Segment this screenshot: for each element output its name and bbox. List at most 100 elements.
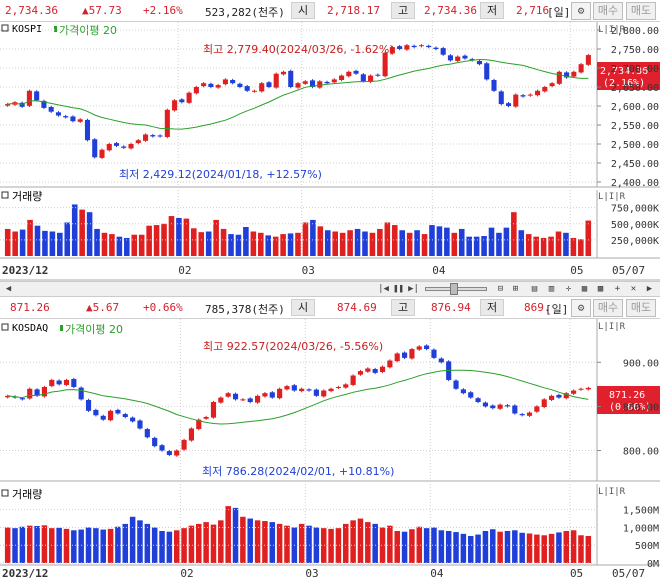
volume-bar: [473, 236, 480, 256]
price-tick-label: 2,400.00: [611, 178, 659, 189]
chart-icon[interactable]: ▩: [597, 284, 604, 294]
kosdaq-chart[interactable]: KOSDAQ 가격이평 20 L|I|R 최고 922.57(2024/03/2…: [0, 319, 660, 582]
candle-body: [78, 387, 84, 400]
price-tick-label: 2,550.00: [611, 121, 659, 132]
volume-tick-label: 1,000M: [623, 523, 659, 534]
timeline-scrollbar[interactable]: ◀ |◀ ❚❚ ▶| ⊟ ⊞ ▤ ▥ ✛ ▦ ▩ + ✕ ▶: [0, 281, 660, 297]
zoom-out-icon[interactable]: ⊟: [497, 284, 504, 294]
kosdaq-buy-button[interactable]: 매수: [593, 299, 623, 317]
scroll-start-icon[interactable]: |◀: [378, 284, 389, 294]
volume-bar: [228, 234, 234, 256]
price-tick-label: 850.00: [623, 402, 659, 413]
scroll-right-icon[interactable]: ▶: [646, 284, 653, 294]
candle-body: [438, 358, 444, 363]
kospi-settings-gear-icon[interactable]: ⚙: [571, 2, 591, 20]
kospi-chart[interactable]: KOSPI 가격이평 20 L|I|R 최고 2,779.40(2024/03/…: [0, 22, 660, 281]
volume-bar: [86, 212, 93, 256]
x-axis-label: 02: [180, 567, 193, 580]
volume-bar: [269, 522, 276, 563]
volume-bar: [137, 520, 143, 563]
volume-bar: [482, 531, 489, 563]
kosdaq-change-pct: +0.66%: [143, 301, 183, 314]
price-tick-label: 800.00: [623, 447, 659, 458]
candle-body: [402, 352, 408, 358]
candle-body: [409, 349, 415, 359]
kosdaq-volume-collapse-icon[interactable]: [1, 489, 9, 497]
kosdaq-volume-lir-toggle[interactable]: L|I|R: [598, 487, 626, 497]
kospi-collapse-icon[interactable]: [1, 24, 9, 32]
volume-bar: [313, 527, 320, 563]
kosdaq-sell-button[interactable]: 매도: [626, 299, 656, 317]
candle-body: [317, 81, 323, 88]
volume-bar: [247, 518, 253, 563]
candle-body: [5, 395, 11, 398]
candle-icon[interactable]: ▥: [548, 284, 555, 294]
volume-bar: [399, 230, 405, 256]
candle-body: [232, 393, 239, 400]
kosdaq-settings-gear-icon[interactable]: ⚙: [571, 299, 591, 317]
zoom-in-icon[interactable]: ⊞: [512, 284, 519, 294]
kosdaq-period[interactable]: [일]: [545, 303, 569, 316]
candle-body: [375, 74, 381, 76]
candle-body: [71, 379, 77, 387]
volume-bar: [540, 237, 547, 256]
zoom-slider-thumb[interactable]: [450, 283, 458, 295]
volume-bar: [78, 529, 84, 563]
volume-bar: [257, 232, 264, 256]
candle-body: [144, 429, 150, 438]
grid-icon[interactable]: ▦: [581, 284, 588, 294]
kosdaq-ma-label: 가격이평 20: [65, 323, 123, 336]
volume-bar: [401, 531, 408, 563]
play-pause-icon[interactable]: ❚❚: [393, 284, 404, 294]
volume-bar: [168, 216, 175, 256]
volume-bar: [129, 516, 136, 563]
candle-body: [365, 368, 371, 372]
kosdaq-low-label: 저: [480, 299, 505, 316]
volume-bar: [414, 230, 420, 256]
kospi-volume-collapse-icon[interactable]: [1, 191, 9, 199]
candle-body: [482, 402, 488, 407]
candle-body: [526, 412, 533, 416]
volume-bar: [12, 231, 18, 256]
kosdaq-collapse-icon[interactable]: [1, 323, 9, 331]
volume-bar: [101, 232, 108, 256]
crosshair-icon[interactable]: ✛: [565, 284, 572, 294]
volume-bar: [324, 230, 331, 256]
candle-body: [527, 94, 533, 96]
candle-body: [424, 345, 430, 350]
candle-body: [321, 390, 327, 397]
candle-body: [266, 82, 272, 87]
chart-type-icon[interactable]: ▤: [531, 284, 538, 294]
volume-bar: [235, 234, 242, 256]
volume-bar: [497, 531, 503, 563]
x-axis-label: 04: [430, 567, 444, 580]
kospi-buy-button[interactable]: 매수: [593, 2, 623, 20]
candle-body: [497, 404, 503, 409]
kosdaq-ma-legend-icon: [60, 325, 63, 331]
add-icon[interactable]: +: [614, 284, 621, 294]
volume-bar: [436, 226, 443, 256]
scroll-left-icon[interactable]: ◀: [5, 284, 12, 294]
kosdaq-lir-toggle[interactable]: L|I|R: [598, 322, 626, 332]
kosdaq-change: ▲5.67: [86, 301, 120, 314]
scroll-end-icon[interactable]: ▶|: [408, 284, 419, 294]
candle-body: [210, 402, 217, 418]
volume-bar: [71, 530, 77, 563]
volume-bar: [19, 526, 26, 563]
kospi-lir-toggle[interactable]: L|I|R: [598, 25, 626, 35]
kospi-period[interactable]: [일]: [547, 6, 571, 19]
volume-bar: [34, 225, 41, 256]
volume-bar: [525, 234, 532, 256]
kospi-volume-lir-toggle[interactable]: L|I|R: [598, 192, 626, 202]
kospi-sell-button[interactable]: 매도: [626, 2, 656, 20]
close-icon[interactable]: ✕: [630, 284, 637, 294]
volume-bar: [57, 232, 63, 256]
candle-body: [121, 146, 127, 148]
kospi-change: ▲57.73: [82, 4, 122, 17]
volume-bar: [159, 531, 165, 563]
candle-body: [416, 346, 422, 350]
price-tick-label: 2,700.00: [611, 64, 659, 75]
candle-body: [404, 45, 410, 50]
volume-bar: [445, 531, 452, 563]
volume-bar: [526, 533, 533, 563]
